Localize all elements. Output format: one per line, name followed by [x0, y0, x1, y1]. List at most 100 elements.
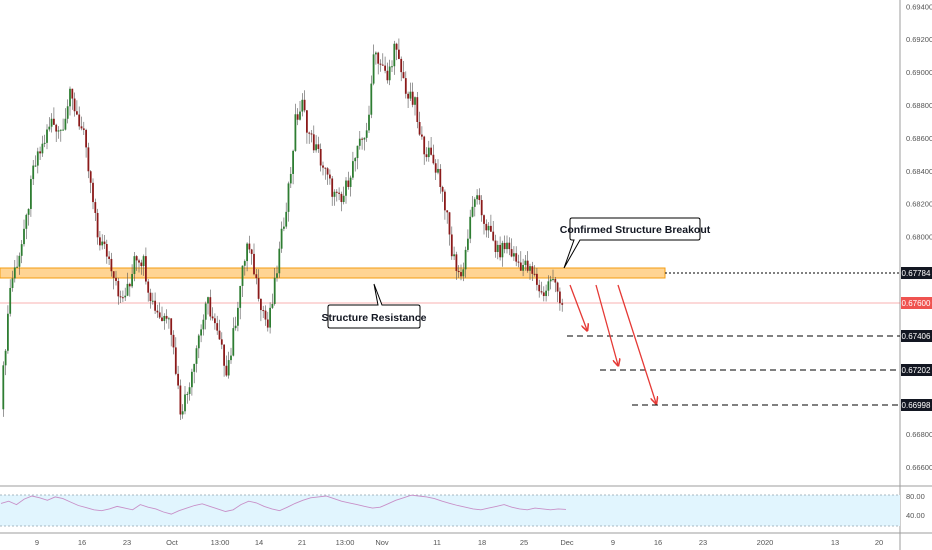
time-tick-label: Nov	[375, 538, 389, 547]
resistance-zone[interactable]	[0, 267, 666, 279]
candle-body	[515, 253, 518, 262]
candle-body	[287, 183, 290, 212]
candle-body	[186, 393, 189, 395]
candle-body	[94, 202, 97, 213]
resistance-price-tag: 0.67784	[901, 267, 932, 279]
candle-body	[400, 58, 403, 73]
candle-body	[177, 373, 179, 386]
candle-body	[225, 365, 228, 376]
candle-body	[526, 260, 529, 271]
candle-body	[427, 147, 430, 158]
time-axis[interactable]: 9 16 23 Oct 13:00 14 21 13:00 Nov 11 18 25 Dec 9 16 23 2…	[35, 538, 883, 547]
time-tick-label: 9	[611, 538, 615, 547]
candle-body	[418, 121, 421, 135]
candle-body	[135, 256, 138, 261]
candle-body	[467, 238, 469, 250]
candle-body	[416, 97, 419, 122]
time-tick-label: 16	[78, 538, 86, 547]
candle-body	[301, 99, 304, 112]
candle-body	[506, 242, 508, 250]
candle-body	[503, 242, 506, 250]
time-tick-label: 9	[35, 538, 39, 547]
time-tick-label: 11	[433, 538, 441, 547]
candle-body	[333, 191, 336, 197]
candle-body	[414, 97, 416, 105]
candle-body	[487, 225, 490, 231]
candle-body	[317, 144, 320, 149]
candle-body	[349, 177, 352, 187]
candle-body	[253, 253, 255, 275]
candle-body	[501, 242, 504, 258]
candle-body	[39, 151, 41, 154]
candle-body	[324, 167, 327, 169]
candle-body	[448, 212, 451, 235]
candle-body	[358, 138, 361, 146]
candle-body	[388, 66, 391, 81]
candle-body	[266, 319, 269, 328]
candle-body	[310, 133, 313, 135]
candle-body	[508, 242, 511, 250]
time-tick-label: 20	[875, 538, 883, 547]
candle-body	[202, 319, 205, 330]
candle-body	[531, 266, 534, 274]
rsi-band	[0, 495, 900, 526]
candles-group	[2, 38, 564, 420]
candle-body	[43, 142, 46, 144]
candle-body	[165, 315, 168, 319]
candle-body	[78, 114, 81, 127]
candle-body	[255, 274, 258, 279]
candle-body	[308, 132, 311, 134]
candle-body	[375, 52, 377, 55]
candle-body	[269, 307, 271, 328]
structure-resistance-label: Structure Resistance	[321, 312, 426, 324]
candle-body	[147, 281, 150, 293]
candle-body	[168, 318, 170, 320]
candle-body	[478, 195, 481, 201]
candle-body	[48, 126, 51, 130]
candle-body	[296, 114, 299, 120]
candle-body	[289, 173, 292, 184]
candle-body	[214, 318, 216, 324]
candle-body	[455, 254, 458, 271]
candle-body	[326, 168, 329, 175]
candle-body	[457, 270, 460, 273]
candle-body	[191, 371, 193, 388]
time-tick-label: Oct	[166, 538, 179, 547]
candle-body	[32, 165, 35, 180]
candle-body	[384, 65, 386, 71]
target-price-tag-2: 0.67202	[901, 364, 932, 376]
candle-body	[232, 328, 235, 356]
price-tick-label: 0.69200	[906, 35, 932, 44]
svg-text:0.67202: 0.67202	[902, 366, 931, 375]
candle-body	[398, 49, 400, 59]
candle-body	[345, 180, 347, 196]
candle-body	[393, 43, 396, 67]
candle-body	[480, 200, 483, 216]
candle-body	[446, 210, 449, 213]
candle-body	[71, 88, 74, 99]
candle-body	[69, 88, 71, 107]
candle-body	[280, 228, 283, 249]
candle-body	[172, 334, 175, 348]
breakout-callout[interactable]: Confirmed Structure Breakout	[560, 217, 711, 269]
candle-body	[103, 241, 106, 245]
candle-body	[108, 256, 110, 259]
structure-resistance-callout[interactable]: Structure Resistance	[321, 283, 427, 329]
candle-body	[276, 273, 278, 278]
time-tick-label: 2020	[757, 538, 774, 547]
candle-body	[294, 114, 297, 151]
candle-body	[319, 148, 322, 166]
candle-body	[402, 72, 405, 79]
candle-body	[549, 279, 552, 282]
candle-body	[554, 279, 557, 283]
time-tick-label: 13	[831, 538, 839, 547]
candle-body	[223, 344, 225, 366]
time-tick-label: 21	[298, 538, 306, 547]
candle-body	[250, 249, 253, 254]
candle-body	[197, 335, 200, 349]
price-tick-label: 0.68000	[906, 233, 932, 242]
time-tick-label: 16	[654, 538, 662, 547]
candle-body	[395, 43, 398, 50]
candle-body	[105, 244, 108, 257]
